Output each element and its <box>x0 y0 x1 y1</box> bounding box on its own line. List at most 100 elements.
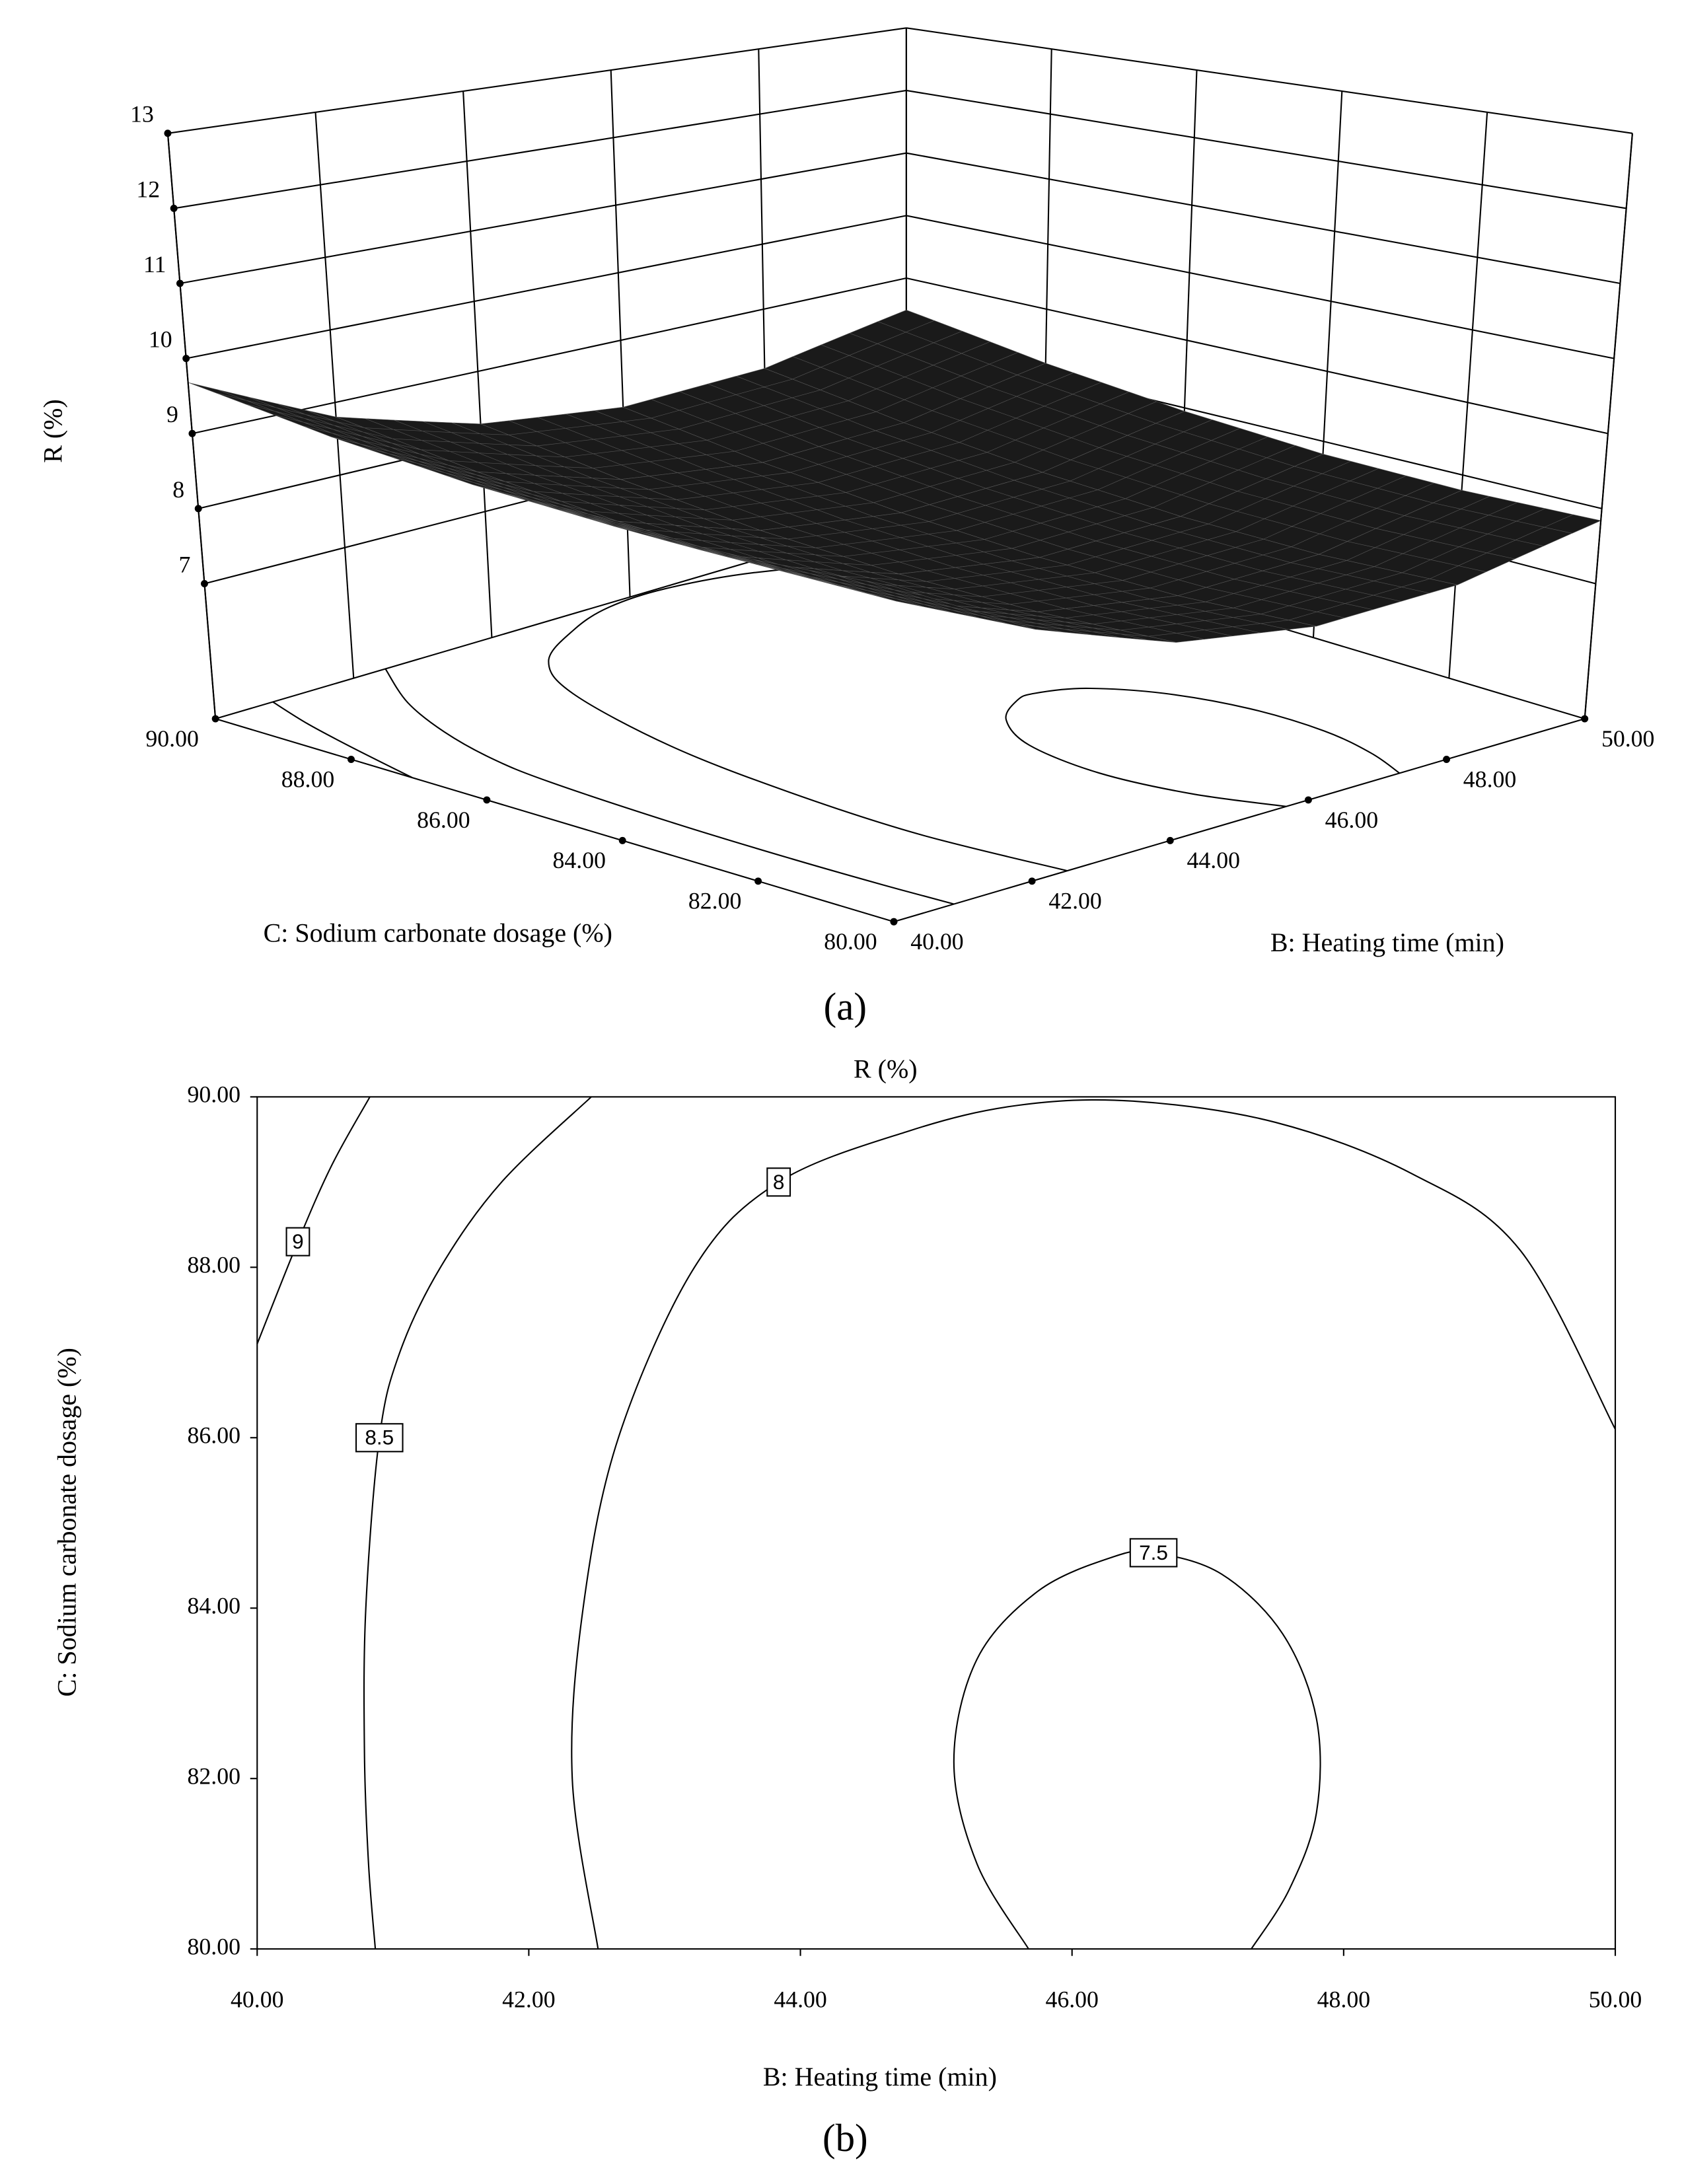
grid-line <box>906 89 1627 209</box>
surface-cell <box>613 525 896 602</box>
x-tick-label: 40.00 <box>231 1986 283 2012</box>
contour-line <box>256 1096 371 1344</box>
tick-mark <box>1581 715 1589 723</box>
y-tick-label: 88.00 <box>281 766 334 792</box>
y-tick-label: 88.00 <box>188 1252 240 1278</box>
surface-cell <box>1177 554 1458 627</box>
grid-line <box>462 91 493 638</box>
z-tick-label: 11 <box>143 251 166 277</box>
surface-cell <box>753 559 1036 630</box>
tick-mark <box>754 877 762 885</box>
x-tick-label: 48.00 <box>1317 1986 1370 2012</box>
contour-line <box>571 1099 1616 1949</box>
x-tick-label: 48.00 <box>1463 766 1516 792</box>
contour-label: 8.5 <box>365 1426 394 1449</box>
y-tick-label: 90.00 <box>188 1081 240 1108</box>
x-tick-label: 50.00 <box>1601 725 1654 752</box>
x-tick-label: 40.00 <box>910 928 963 955</box>
tick-mark <box>1028 877 1036 885</box>
y-axis-title: C: Sodium carbonate dosage (%) <box>264 918 612 947</box>
x-tick-label: 44.00 <box>1187 847 1240 873</box>
x-axis-title: B: Heating time (min) <box>1270 928 1504 957</box>
tick-mark <box>890 918 898 926</box>
surface-cell <box>330 436 618 522</box>
z-tick-label: 8 <box>172 476 184 503</box>
tick-mark <box>1166 836 1174 844</box>
x-tick-label: 46.00 <box>1045 1986 1098 2012</box>
axis-line <box>215 718 895 923</box>
x-tick-label: 42.00 <box>1048 888 1101 914</box>
surface-cell <box>1318 490 1602 585</box>
floor-contour <box>1005 687 1401 807</box>
y-tick-label: 80.00 <box>188 1933 240 1959</box>
z-tick-label: 7 <box>179 551 191 577</box>
grid-line <box>906 27 1633 134</box>
tick-mark <box>1304 796 1312 804</box>
chart-title: R (%) <box>854 1054 918 1084</box>
axis-line <box>166 133 217 719</box>
y-axis-title: C: Sodium carbonate dosage (%) <box>52 1348 81 1696</box>
contour-label-box <box>1129 1538 1178 1568</box>
y-tick-label: 82.00 <box>688 888 741 914</box>
surface-cell <box>1039 516 1320 597</box>
y-tick-label: 82.00 <box>188 1763 240 1789</box>
surface-cell <box>1041 411 1324 517</box>
surface-cell <box>622 368 905 463</box>
tick-mark <box>211 715 219 723</box>
caption: (a) <box>824 985 867 1028</box>
grid-line <box>906 277 1609 435</box>
surface-cell <box>1037 595 1317 643</box>
y-tick-label: 86.00 <box>188 1422 240 1449</box>
surface-cell <box>900 472 1182 558</box>
surface-cell <box>764 309 1046 423</box>
contour-label: 9 <box>292 1229 304 1253</box>
grid-line <box>1448 112 1488 678</box>
surface-cell <box>620 462 902 531</box>
z-tick-label: 9 <box>166 401 178 427</box>
y-tick-label: 84.00 <box>188 1592 240 1619</box>
surface-cell <box>336 416 621 480</box>
surface-cell <box>760 512 1040 575</box>
z-tick-label: 12 <box>136 176 160 202</box>
grid-line <box>906 215 1615 359</box>
contour-label-box <box>766 1167 791 1197</box>
contour-label: 8 <box>773 1170 785 1194</box>
grid-line <box>167 27 907 134</box>
grid-line <box>174 89 907 209</box>
tick-mark <box>347 756 355 763</box>
y-tick-label: 80.00 <box>824 928 877 955</box>
grid-line <box>192 277 907 435</box>
surface-cell <box>188 382 478 472</box>
contour-line <box>953 1550 1321 1949</box>
grid-line <box>314 112 355 678</box>
x-tick-label: 46.00 <box>1325 807 1378 833</box>
y-tick-label: 86.00 <box>417 807 470 833</box>
contour-line <box>363 1096 592 1949</box>
x-tick-label: 42.00 <box>502 1986 555 2012</box>
caption: (b) <box>823 2117 868 2160</box>
surface-cell <box>477 471 760 531</box>
x-tick-label: 50.00 <box>1589 1986 1642 2012</box>
z-tick-label: 10 <box>149 326 172 353</box>
tick-mark <box>618 836 626 844</box>
surface-cell <box>617 521 899 575</box>
x-tick-label: 44.00 <box>774 1986 826 2012</box>
x-axis-title: B: Heating time (min) <box>763 2062 997 2092</box>
axis-line <box>893 718 1586 923</box>
contour-label-box <box>285 1227 311 1256</box>
grid-line <box>906 152 1621 285</box>
grid-line <box>180 152 907 285</box>
surface-cell <box>762 422 1043 513</box>
plot-area <box>256 1096 1617 1950</box>
z-tick-label: 13 <box>130 101 154 127</box>
surface-cell <box>1180 453 1463 555</box>
surface-cell <box>903 363 1185 473</box>
y-tick-label: 84.00 <box>552 847 605 873</box>
contour-label-box <box>355 1423 404 1453</box>
contour-label: 7.5 <box>1139 1541 1168 1564</box>
z-axis-title: R (%) <box>38 399 67 463</box>
axis-line <box>1584 133 1633 719</box>
tick-mark <box>483 796 491 804</box>
